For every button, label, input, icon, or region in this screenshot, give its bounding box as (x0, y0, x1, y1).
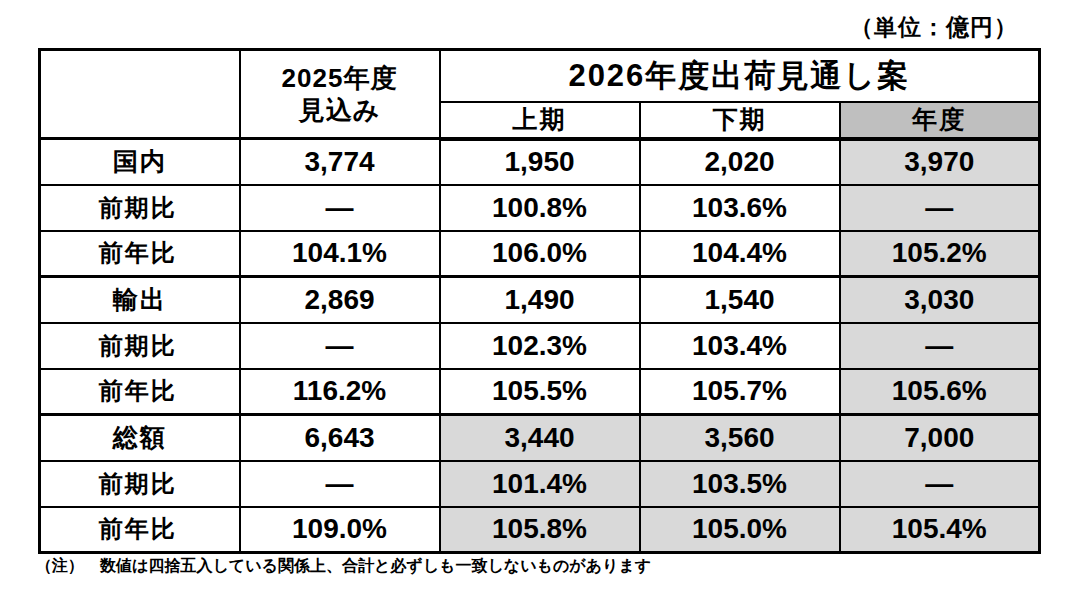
cell-value: 105.2% (840, 231, 1040, 277)
cell-value: 3,440 (440, 415, 640, 461)
cell-value: 100.8% (440, 185, 640, 231)
corner-header-cell (40, 50, 240, 139)
cell-value: 1,540 (640, 277, 840, 323)
fy2025-header-line1: 2025年度 (241, 62, 439, 95)
cell-value: 3,030 (840, 277, 1040, 323)
subheader-second-half: 下期 (640, 102, 840, 139)
fy2025-column-header: 2025年度 見込み (240, 50, 440, 139)
cell-value: 105.0% (640, 507, 840, 553)
row-label: 前年比 (40, 369, 240, 415)
table-row-domestic-yoy: 前年比 104.1% 106.0% 104.4% 105.2% (40, 231, 1040, 277)
cell-value: 105.6% (840, 369, 1040, 415)
cell-value: 105.5% (440, 369, 640, 415)
cell-value: 103.6% (640, 185, 840, 231)
table-row-domestic-hoh: 前期比 — 100.8% 103.6% — (40, 185, 1040, 231)
row-label: 国内 (40, 139, 240, 185)
cell-value: 104.1% (240, 231, 440, 277)
cell-value: 7,000 (840, 415, 1040, 461)
cell-value: 1,490 (440, 277, 640, 323)
cell-value: 1,950 (440, 139, 640, 185)
cell-value: — (840, 323, 1040, 369)
table-row-total-yoy: 前年比 109.0% 105.8% 105.0% 105.4% (40, 507, 1040, 553)
cell-value: 106.0% (440, 231, 640, 277)
cell-value: 116.2% (240, 369, 440, 415)
cell-value: 109.0% (240, 507, 440, 553)
row-label: 前期比 (40, 185, 240, 231)
fy2025-header-line2: 見込み (241, 94, 439, 127)
cell-value: 104.4% (640, 231, 840, 277)
unit-label: （単位：億円） (850, 12, 1018, 43)
cell-value: — (240, 185, 440, 231)
cell-value: 3,970 (840, 139, 1040, 185)
header-row-top: 2025年度 見込み 2026年度出荷見通し案 (40, 50, 1040, 102)
shipment-forecast-table: 2025年度 見込み 2026年度出荷見通し案 上期 下期 年度 国内 3,77… (38, 48, 1041, 554)
row-label: 総額 (40, 415, 240, 461)
table-row-total-hoh: 前期比 — 101.4% 103.5% — (40, 461, 1040, 507)
cell-value: — (240, 461, 440, 507)
cell-value: 105.8% (440, 507, 640, 553)
cell-value: 102.3% (440, 323, 640, 369)
subheader-first-half: 上期 (440, 102, 640, 139)
row-label: 前年比 (40, 507, 240, 553)
cell-value: 103.4% (640, 323, 840, 369)
row-label: 輸出 (40, 277, 240, 323)
row-label: 前期比 (40, 461, 240, 507)
cell-value: 103.5% (640, 461, 840, 507)
table-row-export-hoh: 前期比 — 102.3% 103.4% — (40, 323, 1040, 369)
table-row-total: 総額 6,643 3,440 3,560 7,000 (40, 415, 1040, 461)
row-label: 前期比 (40, 323, 240, 369)
cell-value: 6,643 (240, 415, 440, 461)
table-row-export-yoy: 前年比 116.2% 105.5% 105.7% 105.6% (40, 369, 1040, 415)
cell-value: — (840, 185, 1040, 231)
cell-value: 3,774 (240, 139, 440, 185)
cell-value: 3,560 (640, 415, 840, 461)
cell-value: 2,020 (640, 139, 840, 185)
subheader-fiscal-year: 年度 (840, 102, 1040, 139)
footnote: （注） 数値は四捨五入している関係上、合計と必ずしも一致しないものがあります (36, 556, 651, 577)
fy2026-group-header: 2026年度出荷見通し案 (440, 50, 1040, 102)
cell-value: — (840, 461, 1040, 507)
cell-value: 105.7% (640, 369, 840, 415)
cell-value: 2,869 (240, 277, 440, 323)
cell-value: — (240, 323, 440, 369)
cell-value: 101.4% (440, 461, 640, 507)
table-row-domestic: 国内 3,774 1,950 2,020 3,970 (40, 139, 1040, 185)
cell-value: 105.4% (840, 507, 1040, 553)
table-row-export: 輸出 2,869 1,490 1,540 3,030 (40, 277, 1040, 323)
row-label: 前年比 (40, 231, 240, 277)
